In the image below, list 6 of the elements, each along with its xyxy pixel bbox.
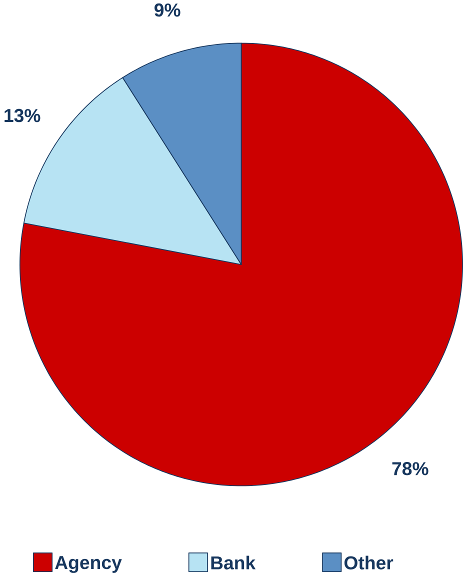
slice-label: Agency	[55, 556, 122, 573]
legend-label: Other	[344, 556, 394, 570]
data-label: 78%	[392, 462, 428, 476]
legend-label: Bank	[211, 556, 256, 570]
data-label: 13%	[4, 108, 40, 122]
data-label: 9%	[154, 3, 180, 17]
